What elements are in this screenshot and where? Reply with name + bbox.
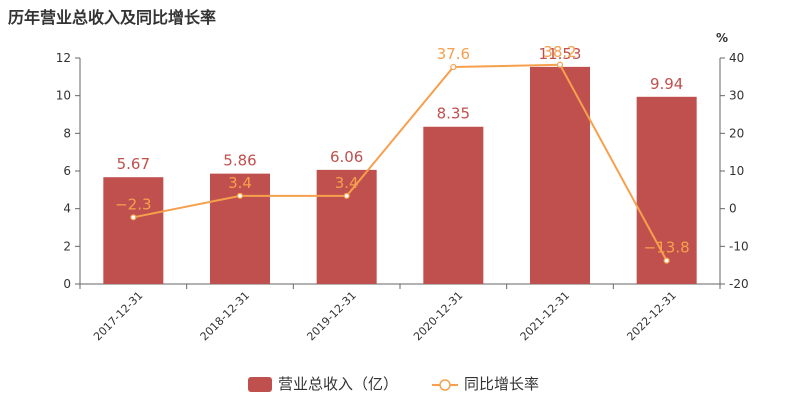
growth-rate-label: 3.4 [228, 174, 252, 192]
x-tick-label: 2019-12-31 [304, 289, 358, 343]
y-left-tick-label: 10 [56, 89, 71, 103]
revenue-bar [316, 169, 377, 284]
y-right-tick-label: 30 [729, 89, 744, 103]
growth-rate-label: 3.4 [335, 174, 359, 192]
legend-revenue-label: 营业总收入（亿） [278, 375, 398, 393]
revenue-bar-label: 6.06 [330, 148, 363, 166]
revenue-bar-label: 5.86 [223, 152, 256, 170]
y-left-tick-label: 0 [63, 277, 71, 291]
growth-rate-line [133, 63, 668, 262]
legend-growth-label: 同比增长率 [464, 375, 539, 393]
revenue-bar [423, 126, 484, 284]
y-right-unit-label: % [716, 31, 728, 45]
growth-rate-label: 38.2 [543, 43, 576, 61]
y-right-tick-label: 40 [729, 51, 744, 65]
revenue-bar-label: 9.94 [650, 75, 683, 93]
growth-rate-label: 37.6 [437, 45, 470, 63]
x-tick-label: 2022-12-31 [624, 289, 678, 343]
revenue-bar [636, 96, 697, 285]
legend-revenue-swatch [248, 377, 272, 392]
growth-rate-point [556, 61, 564, 68]
revenue-bar-label: 8.35 [437, 105, 470, 123]
revenue-bar [210, 173, 270, 284]
y-right-tick-label: -10 [729, 239, 749, 253]
legend: 营业总收入（亿） 同比增长率 [248, 375, 539, 393]
revenue-bar-label: 11.53 [539, 45, 582, 63]
labels-layer: 5.67 5.86 6.06 8.35 11.53 9.94 −2.3 3.4 3.4 37.6 3… [115, 43, 690, 257]
x-tick-label: 2021-12-31 [518, 289, 572, 343]
chart-title: 历年营业总收入及同比增长率 [8, 8, 217, 27]
growth-rate-point [130, 214, 137, 221]
x-tick-label: 2020-12-31 [411, 289, 465, 343]
legend-growth-marker [439, 379, 451, 391]
growth-rate-label: −13.8 [644, 239, 690, 257]
line-layer [130, 61, 670, 264]
y-right-tick-label: 10 [729, 164, 744, 178]
y-left-tick-label: 12 [56, 51, 71, 65]
bars-layer [103, 66, 697, 285]
growth-rate-point [343, 192, 350, 199]
growth-rate-point [663, 257, 670, 264]
growth-rate-point [236, 192, 244, 199]
y-left-tick-label: 6 [63, 164, 71, 178]
revenue-bar [530, 66, 590, 284]
growth-rate-point [450, 63, 457, 71]
x-tick-label: 2017-12-31 [91, 289, 145, 343]
y-right-tick-label: 20 [729, 126, 744, 140]
y-left-tick-label: 2 [63, 239, 71, 253]
y-left-tick-label: 4 [63, 202, 71, 216]
revenue-bar [103, 177, 164, 284]
growth-rate-label: −2.3 [115, 195, 151, 213]
x-tick-label: 2018-12-31 [198, 289, 252, 343]
y-right-tick-label: -20 [729, 277, 749, 291]
y-left-tick-label: 8 [63, 126, 71, 140]
revenue-bar-label: 5.67 [117, 155, 150, 173]
y-right-tick-label: 0 [729, 202, 737, 216]
